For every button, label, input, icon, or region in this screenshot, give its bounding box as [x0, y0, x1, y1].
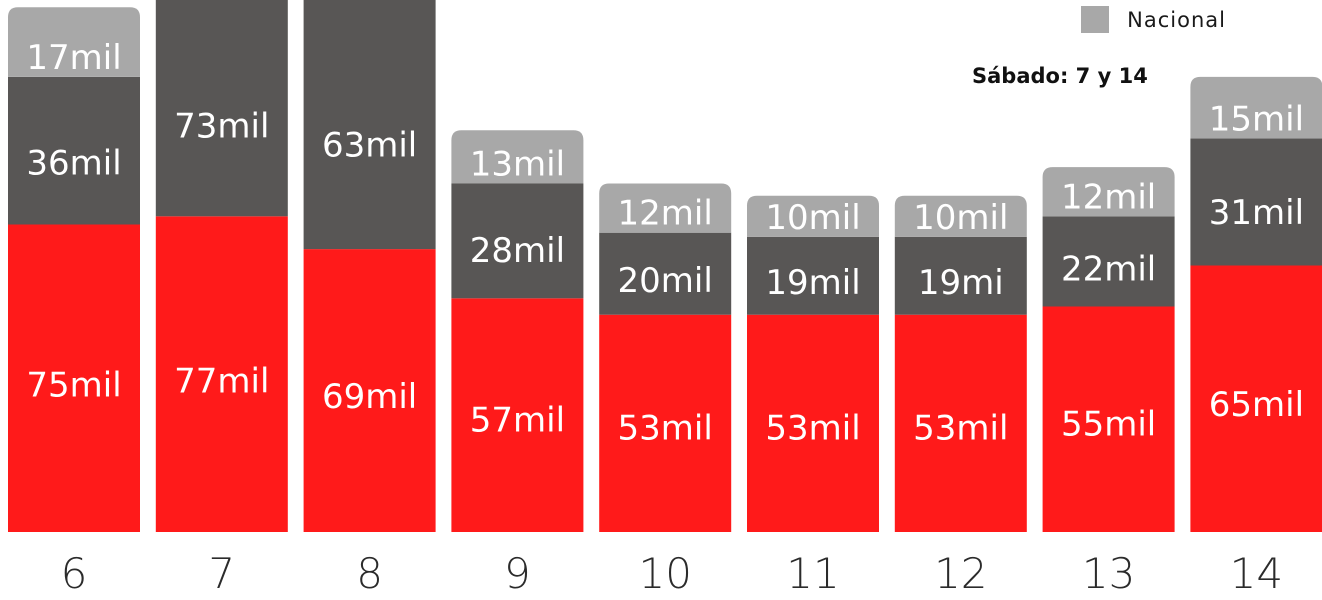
bar-segment-regional-9 [451, 183, 584, 299]
bar-group-13: 55mil 22mil 12mil [1042, 167, 1175, 532]
data-label-local-12: 53mil [913, 409, 1008, 449]
bar-segment-nacional-13 [1042, 167, 1175, 217]
x-tick-label-7: 7 [208, 549, 235, 598]
bar-group-11: 53mil 19mil 10mil [747, 195, 879, 532]
data-label-local-9: 57mil [470, 401, 565, 441]
data-label-local-8: 69mil [322, 377, 417, 417]
data-label-local-6: 75mil [26, 365, 121, 405]
data-label-nacional-11: 10mil [765, 198, 860, 238]
bar-segment-regional-8 [303, 0, 436, 250]
bar-segment-regional-11 [747, 236, 879, 315]
bar-segment-local-6 [8, 224, 140, 532]
data-label-local-7: 77mil [174, 361, 269, 401]
bar-segment-nacional-11 [747, 195, 879, 237]
data-label-local-10: 53mil [618, 409, 713, 449]
data-label-local-11: 53mil [765, 409, 860, 449]
bar-segment-regional-13 [1042, 216, 1175, 307]
data-label-regional-7: 73mil [174, 106, 269, 146]
data-label-regional-13: 22mil [1061, 250, 1156, 290]
bar-segment-nacional-12 [894, 195, 1027, 237]
bar-segment-regional-10 [599, 232, 732, 315]
bar-segment-regional-6 [8, 76, 140, 225]
data-label-local-14: 65mil [1209, 385, 1304, 425]
bar-segment-local-12 [894, 314, 1027, 532]
data-label-regional-8: 63mil [322, 125, 417, 165]
bar-segment-local-7 [155, 216, 288, 533]
data-label-regional-12: 19mi [918, 263, 1004, 303]
x-tick-label-6: 6 [61, 549, 88, 598]
bar-segment-nacional-9 [451, 130, 584, 184]
bar-segment-local-9 [451, 298, 584, 532]
bar-segment-local-11 [747, 314, 879, 532]
x-tick-label-10: 10 [638, 549, 691, 598]
legend: Nacional [1081, 6, 1226, 33]
x-tick-label-8: 8 [356, 549, 383, 598]
bar-group-12: 53mil 19mi 10mil [894, 195, 1027, 532]
bar-segment-regional-7 [155, 0, 288, 217]
data-label-nacional-12: 10mil [913, 198, 1008, 238]
data-label-regional-14: 31mil [1209, 193, 1304, 233]
bar-segment-nacional-14 [1190, 76, 1322, 139]
bar-segment-nacional-6 [8, 7, 140, 77]
bar-group-8: 69mil 63mil [303, 0, 436, 532]
data-label-regional-6: 36mil [26, 143, 121, 183]
x-tick-label-13: 13 [1082, 549, 1135, 598]
data-label-regional-10: 20mil [618, 261, 713, 301]
data-label-nacional-14: 15mil [1209, 99, 1304, 139]
bar-segment-regional-12 [894, 236, 1027, 315]
data-label-nacional-9: 13mil [470, 145, 565, 185]
bar-segment-local-10 [599, 314, 732, 532]
x-tick-label-12: 12 [934, 549, 987, 598]
legend-swatch-nacional [1081, 6, 1110, 33]
x-tick-label-9: 9 [504, 549, 531, 598]
bar-segment-local-8 [303, 249, 436, 532]
x-tick-label-14: 14 [1230, 549, 1283, 598]
legend-label-nacional: Nacional [1127, 7, 1226, 32]
data-label-regional-11: 19mil [765, 263, 860, 303]
bar-group-9: 57mil 28mil 13mil [451, 130, 584, 532]
bar-group-6: 75mil 36mil 17mil [8, 7, 140, 532]
bar-segment-regional-14 [1190, 138, 1322, 266]
data-label-nacional-6: 17mil [26, 38, 121, 78]
data-label-regional-9: 28mil [470, 231, 565, 271]
data-label-nacional-13: 12mil [1061, 177, 1156, 217]
bar-segment-nacional-10 [599, 183, 732, 233]
bar-segment-local-13 [1042, 306, 1175, 532]
data-label-nacional-10: 12mil [618, 194, 713, 234]
bar-group-7: 77mil 73mil [155, 0, 288, 533]
chart-annotation: Sábado: 7 y 14 [972, 64, 1148, 88]
x-tick-label-11: 11 [786, 549, 839, 598]
bar-group-14: 65mil 31mil 15mil [1190, 76, 1322, 532]
bar-group-10: 53mil 20mil 12mil [599, 183, 732, 532]
bar-segment-local-14 [1190, 265, 1322, 532]
data-label-local-13: 55mil [1061, 405, 1156, 445]
